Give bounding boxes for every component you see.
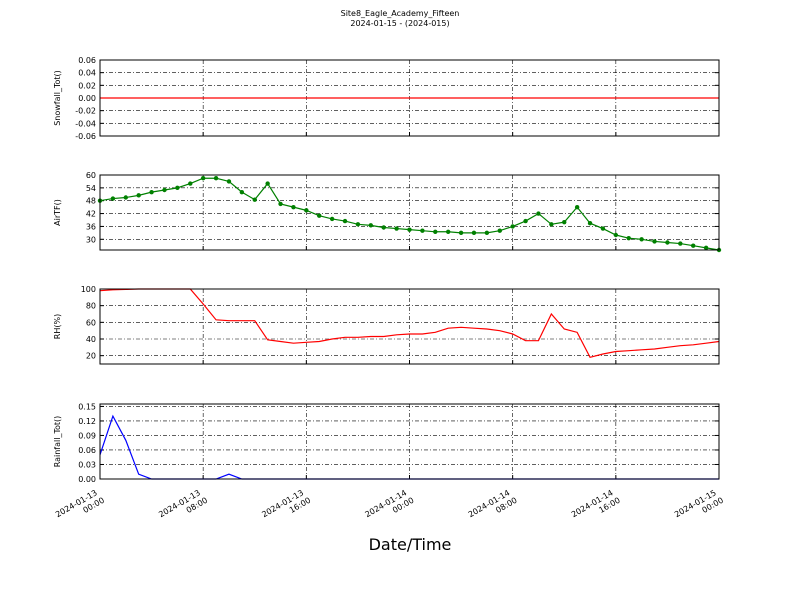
data-point	[574, 204, 580, 210]
y-tick-label: 20	[86, 352, 96, 361]
data-point	[433, 229, 438, 234]
y-axis-label: Snowfall_Tot()	[53, 70, 62, 126]
y-tick-label: 30	[86, 235, 96, 244]
data-point	[175, 185, 180, 191]
plot-frame	[99, 59, 720, 137]
y-tick-label: 0.15	[78, 402, 96, 411]
y-tick-label: 0.00	[78, 475, 96, 484]
plot-frame	[99, 403, 720, 480]
data-point	[278, 201, 283, 207]
data-point	[678, 241, 683, 246]
y-tick-label: 60	[86, 318, 96, 327]
data-point	[471, 230, 477, 236]
data-point	[265, 181, 270, 186]
data-point	[149, 189, 154, 195]
data-point	[394, 226, 399, 231]
data-point	[600, 226, 606, 231]
data-point	[329, 216, 335, 222]
y-axis-label: AirTF()	[53, 199, 62, 226]
y-tick-label: 0.06	[78, 56, 96, 65]
y-axis-label: RH(%)	[53, 314, 62, 339]
data-point	[691, 243, 696, 248]
y-tick-label: -0.02	[75, 107, 96, 116]
data-point	[291, 204, 296, 210]
data-point	[252, 197, 257, 202]
data-point	[317, 213, 322, 218]
data-point	[162, 187, 167, 193]
data-point	[639, 237, 644, 242]
data-point	[355, 222, 361, 227]
data-point	[110, 196, 116, 201]
data-point	[587, 221, 593, 226]
x-axis-label: Date/Time	[369, 535, 452, 554]
y-tick-label: 80	[86, 302, 96, 311]
data-point	[304, 208, 309, 213]
data-point	[536, 211, 541, 216]
y-axis-label: Rainfall_Tot()	[53, 416, 62, 468]
data-point	[213, 176, 219, 181]
y-tick-label: 60	[86, 171, 96, 180]
data-point	[703, 245, 709, 251]
data-point	[626, 236, 631, 241]
data-point	[407, 227, 412, 232]
chart-subtitle: 2024-01-15 - (2024-015)	[350, 19, 449, 28]
data-point	[665, 240, 670, 245]
data-point	[562, 219, 567, 225]
data-point	[381, 225, 386, 230]
data-point	[484, 230, 490, 236]
y-tick-label: 42	[86, 210, 96, 219]
y-tick-label: 0.06	[78, 446, 96, 455]
y-tick-label: 0.09	[78, 431, 96, 440]
data-point	[200, 176, 206, 181]
data-point	[549, 222, 554, 227]
chart-title: Site8_Eagle_Academy_Fifteen	[341, 9, 460, 18]
plot-frame	[99, 288, 720, 365]
data-point	[523, 218, 528, 224]
data-point	[613, 232, 619, 238]
data-point	[510, 224, 515, 229]
data-point	[342, 218, 348, 224]
y-tick-label: -0.06	[75, 132, 96, 141]
y-tick-label: 40	[86, 335, 96, 344]
data-point	[123, 195, 128, 200]
y-tick-label: 0.00	[78, 94, 96, 103]
data-point	[136, 193, 141, 198]
y-tick-label: 54	[86, 184, 96, 193]
y-tick-label: 0.04	[78, 69, 96, 78]
y-tick-label: -0.04	[75, 119, 96, 128]
y-tick-label: 48	[86, 197, 96, 206]
y-tick-label: 36	[86, 222, 96, 231]
data-point	[445, 229, 451, 234]
y-tick-label: 0.12	[78, 417, 96, 426]
data-point	[652, 239, 657, 244]
data-line	[99, 288, 720, 359]
y-tick-label: 0.02	[78, 81, 96, 90]
y-tick-label: 0.03	[78, 460, 96, 469]
data-point	[188, 181, 193, 186]
data-point	[458, 230, 464, 236]
data-point	[368, 223, 374, 228]
data-point	[497, 228, 502, 233]
data-point	[226, 179, 232, 184]
plot-frame	[99, 174, 720, 251]
y-tick-label: 100	[81, 285, 96, 294]
data-point	[420, 228, 425, 233]
data-point	[239, 189, 245, 195]
